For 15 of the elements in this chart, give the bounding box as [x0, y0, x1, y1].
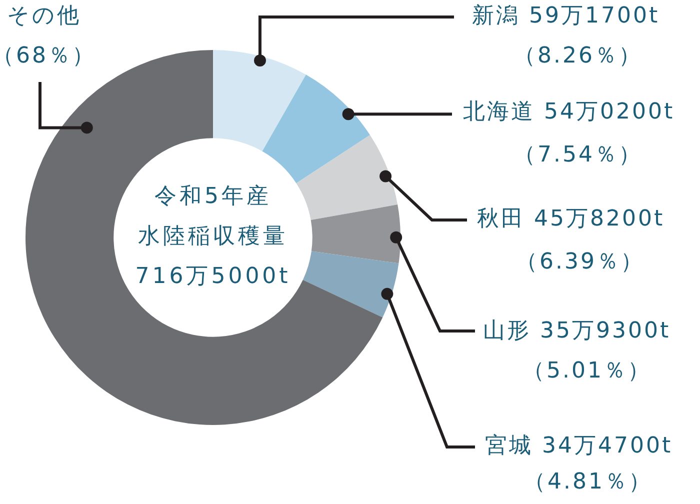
- slice-label: 北海道 54万0200t: [463, 100, 675, 125]
- data-label: （68％）: [0, 44, 96, 69]
- slice-label: その他: [7, 4, 81, 29]
- slice-label: 山形 35万9300t: [483, 318, 671, 344]
- slice-label: 秋田 45万8200t: [477, 206, 665, 232]
- text: 令和5年産: [154, 184, 272, 210]
- slice-label: 宮城 34万4700t: [485, 434, 673, 459]
- text: 水陸稲収穫量: [138, 224, 288, 250]
- data-label: （6.39％）: [516, 250, 644, 275]
- data-label: （5.01％）: [522, 358, 652, 384]
- data-label: （7.54％）: [514, 142, 642, 168]
- data-label: （8.26％）: [514, 44, 642, 69]
- data-label: （4.81％）: [524, 470, 652, 495]
- text: 716万5000t: [135, 264, 291, 290]
- slice-label: 新潟 59万1700t: [472, 4, 660, 29]
